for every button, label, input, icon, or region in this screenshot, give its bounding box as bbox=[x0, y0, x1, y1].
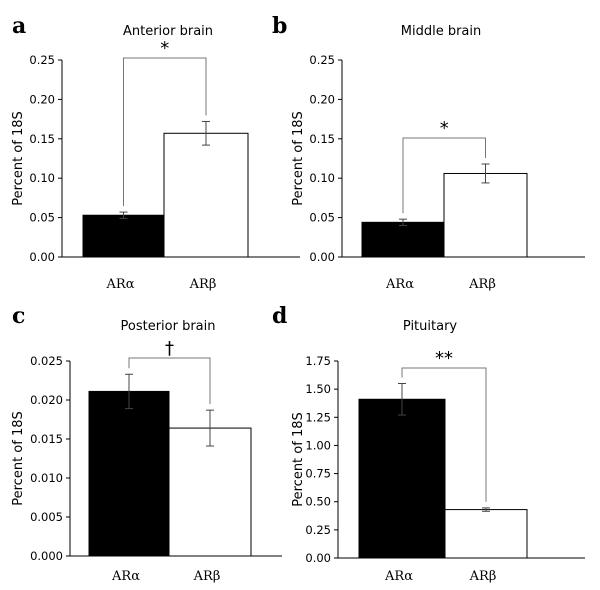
panel-title: Pituitary bbox=[403, 319, 458, 334]
panel-c: c Posterior brain Percent of 18S 0.000 0.005… bbox=[11, 303, 282, 584]
panel-title: Anterior brain bbox=[123, 24, 213, 39]
y-tick-label: 0.50 bbox=[305, 495, 331, 509]
y-tick-label: 0.15 bbox=[29, 132, 55, 146]
significance-bracket bbox=[402, 137, 486, 214]
category-label: ARα bbox=[385, 277, 414, 292]
bar-ar-alpha bbox=[82, 214, 165, 258]
panel-letter: a bbox=[12, 13, 26, 39]
bar-ar-beta bbox=[444, 509, 528, 559]
panel-title: Posterior brain bbox=[121, 319, 216, 334]
bar-ar-alpha bbox=[358, 398, 446, 559]
y-axis-label: Percent of 18S bbox=[291, 412, 306, 507]
category-label: ARβ bbox=[189, 277, 217, 292]
y-tick-label: 0.75 bbox=[305, 467, 331, 481]
panel-title: Middle brain bbox=[401, 24, 482, 39]
significance-bracket bbox=[401, 367, 487, 502]
y-tick-label: 0.10 bbox=[309, 171, 335, 185]
y-tick-label: 0.20 bbox=[29, 92, 55, 106]
category-label: ARβ bbox=[469, 569, 497, 584]
y-tick-label: 0.00 bbox=[305, 551, 331, 565]
panel-d: d Pituitary Percent of 18S 0.00 0.25 0.50 0.75… bbox=[272, 303, 585, 584]
y-axis-label: Percent of 18S bbox=[291, 111, 306, 206]
y-tick-label: 0.025 bbox=[30, 354, 63, 368]
bar-ar-beta bbox=[443, 172, 528, 258]
panel-letter: c bbox=[12, 303, 25, 329]
bar-ar-beta bbox=[163, 132, 249, 258]
y-tick-label: 0.010 bbox=[30, 471, 63, 485]
panel-b: b Middle brain Percent of 18S 0.00 0.05 0.10 0… bbox=[272, 13, 585, 292]
panel-a: a Anterior brain Percent of 18S 0.00 0.05 0.1… bbox=[11, 13, 300, 292]
significance-marker: ** bbox=[435, 348, 453, 369]
y-tick-label: 0.25 bbox=[305, 523, 331, 537]
y-tick-label: 0.25 bbox=[309, 53, 335, 67]
bar-ar-alpha bbox=[361, 221, 445, 258]
y-tick-label: 0.15 bbox=[309, 132, 335, 146]
panel-letter: d bbox=[272, 303, 287, 329]
y-tick-label: 0.00 bbox=[29, 250, 55, 264]
y-tick-label: 0.005 bbox=[30, 510, 63, 524]
bar-ar-beta bbox=[168, 427, 252, 557]
significance-marker: † bbox=[165, 338, 174, 359]
significance-bracket bbox=[128, 357, 211, 405]
significance-marker: * bbox=[440, 118, 449, 139]
category-label: ARα bbox=[384, 569, 413, 584]
y-tick-label: 0.015 bbox=[30, 432, 63, 446]
category-label: ARβ bbox=[468, 277, 496, 292]
y-tick-label: 1.25 bbox=[305, 410, 331, 424]
y-tick-label: 1.00 bbox=[305, 438, 331, 452]
y-tick-label: 0.05 bbox=[29, 211, 55, 225]
y-tick-label: 1.50 bbox=[305, 382, 331, 396]
y-tick-label: 0.20 bbox=[309, 92, 335, 106]
category-label: ARα bbox=[106, 277, 135, 292]
category-label: ARβ bbox=[193, 569, 221, 584]
y-tick-label: 0.000 bbox=[30, 549, 63, 563]
bar-ar-alpha bbox=[88, 390, 170, 557]
significance-bracket bbox=[123, 57, 207, 207]
y-tick-label: 0.10 bbox=[29, 171, 55, 185]
y-tick-label: 0.020 bbox=[30, 393, 63, 407]
y-axis-label: Percent of 18S bbox=[11, 111, 26, 206]
category-label: ARα bbox=[111, 569, 140, 584]
y-tick-label: 1.75 bbox=[305, 354, 331, 368]
y-axis-label: Percent of 18S bbox=[11, 411, 26, 506]
y-tick-label: 0.00 bbox=[309, 250, 335, 264]
y-tick-label: 0.05 bbox=[309, 211, 335, 225]
y-tick-label: 0.25 bbox=[29, 53, 55, 67]
significance-marker: * bbox=[160, 38, 169, 59]
panel-letter: b bbox=[272, 13, 287, 39]
